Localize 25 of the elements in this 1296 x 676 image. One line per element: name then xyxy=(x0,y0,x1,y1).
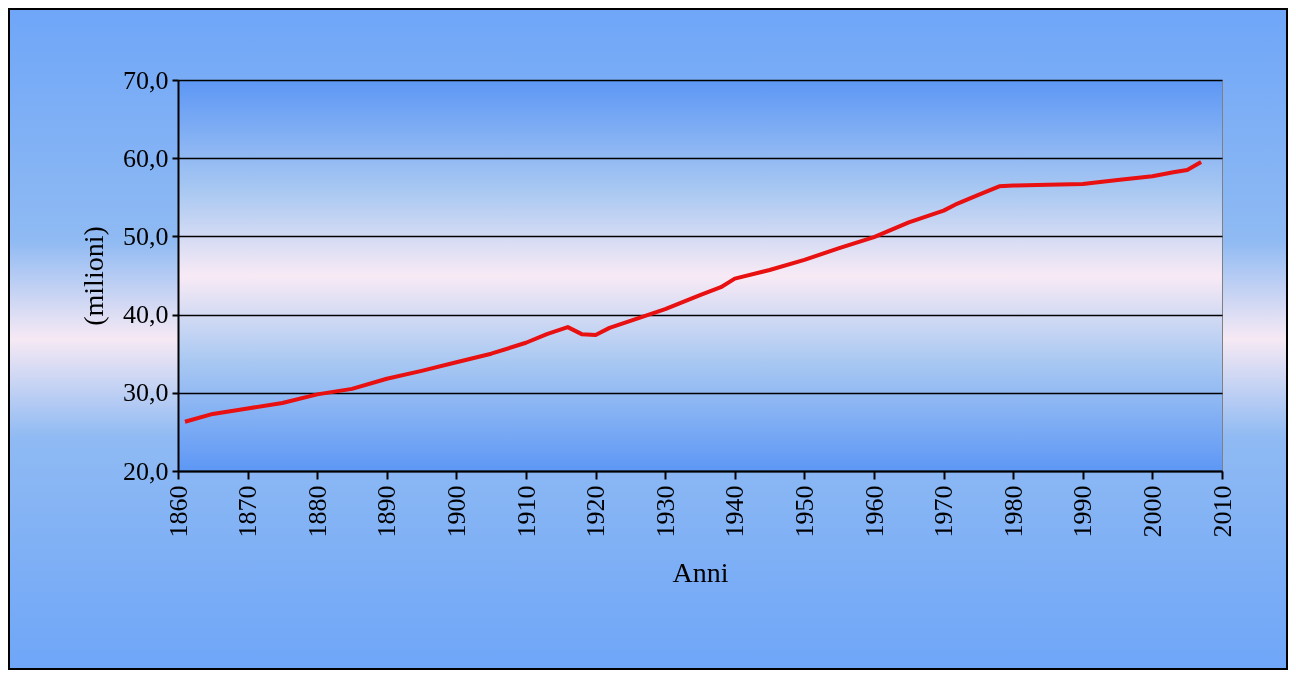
y-tick-label: 40,0 xyxy=(123,300,169,330)
x-tick-label: 1940 xyxy=(720,485,750,538)
y-tick-label: 20,0 xyxy=(123,456,169,486)
x-tick-label: 1900 xyxy=(441,485,471,538)
y-tick-label: 30,0 xyxy=(123,378,169,408)
y-tick-label: 60,0 xyxy=(123,143,169,173)
x-tick-label: 2010 xyxy=(1207,485,1237,538)
x-tick-label: 1920 xyxy=(581,485,611,538)
x-tick-label: 1960 xyxy=(859,485,889,538)
x-tick-label: 1870 xyxy=(233,485,263,538)
y-axis-title: (milioni) xyxy=(78,226,109,326)
x-tick-label: 1980 xyxy=(998,485,1028,538)
x-tick-label: 1910 xyxy=(511,485,541,538)
x-axis-title: Anni xyxy=(672,556,729,588)
x-tick-label: 1970 xyxy=(929,485,959,538)
x-tick-label: 1950 xyxy=(789,485,819,538)
line-series xyxy=(182,160,1204,424)
x-tick-label: 1990 xyxy=(1068,485,1098,538)
y-tick-label: 70,0 xyxy=(123,65,169,95)
y-tick-label: 50,0 xyxy=(123,221,169,251)
x-tick-label: 2000 xyxy=(1137,485,1167,538)
x-tick-label: 1860 xyxy=(163,485,193,538)
x-tick-label: 1890 xyxy=(372,485,402,538)
x-tick-label: 1880 xyxy=(302,485,332,538)
x-tick-label: 1930 xyxy=(650,485,680,538)
